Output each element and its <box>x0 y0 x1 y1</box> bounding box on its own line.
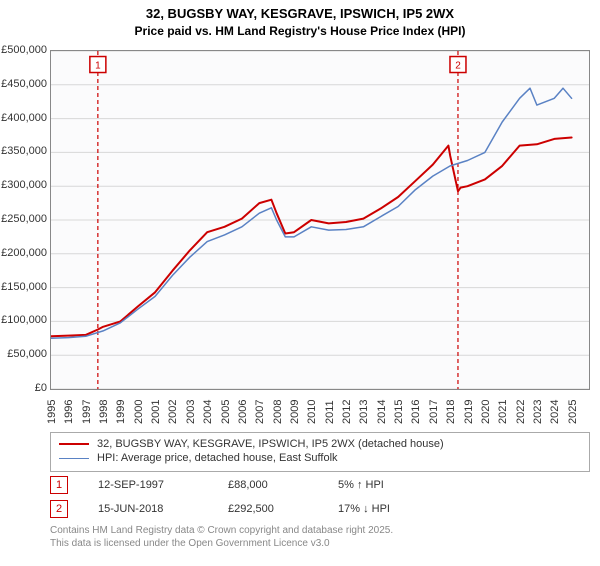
x-tick-label: 2004 <box>202 400 214 424</box>
y-tick-label: £0 <box>35 382 47 394</box>
y-tick-label: £500,000 <box>1 44 47 56</box>
x-tick-label: 2019 <box>463 400 475 424</box>
marker-row-1: 1 12-SEP-1997 £88,000 5% ↑ HPI <box>50 476 590 494</box>
y-tick-label: £100,000 <box>1 314 47 326</box>
x-tick-label: 2010 <box>306 400 318 424</box>
marker-pct-1: 5% ↑ HPI <box>338 479 438 491</box>
marker-table: 1 12-SEP-1997 £88,000 5% ↑ HPI 2 15-JUN-… <box>50 476 590 524</box>
svg-text:2: 2 <box>455 61 461 72</box>
x-tick-label: 1995 <box>46 400 58 424</box>
y-tick-label: £300,000 <box>1 179 47 191</box>
x-tick-label: 2014 <box>376 400 388 424</box>
x-tick-label: 2005 <box>220 400 232 424</box>
marker-pct-2: 17% ↓ HPI <box>338 503 438 515</box>
x-tick-label: 1998 <box>98 400 110 424</box>
marker-price-2: £292,500 <box>228 503 308 515</box>
x-tick-label: 2011 <box>324 400 336 424</box>
marker-price-1: £88,000 <box>228 479 308 491</box>
x-tick-label: 2008 <box>272 400 284 424</box>
x-tick-label: 1999 <box>115 400 127 424</box>
legend-label-hpi: HPI: Average price, detached house, East… <box>97 452 338 464</box>
marker-date-1: 12-SEP-1997 <box>98 479 198 491</box>
x-tick-label: 2025 <box>567 400 579 424</box>
x-tick-label: 2003 <box>185 400 197 424</box>
chart-container: 32, BUGSBY WAY, KESGRAVE, IPSWICH, IP5 2… <box>0 6 600 566</box>
x-tick-label: 2000 <box>133 400 145 424</box>
x-tick-label: 1997 <box>81 400 93 424</box>
x-tick-label: 2001 <box>150 400 162 424</box>
y-tick-label: £350,000 <box>1 145 47 157</box>
x-tick-label: 2006 <box>237 400 249 424</box>
legend: 32, BUGSBY WAY, KESGRAVE, IPSWICH, IP5 2… <box>50 432 590 472</box>
marker-date-2: 15-JUN-2018 <box>98 503 198 515</box>
legend-swatch-hpi <box>59 458 89 459</box>
x-tick-label: 2013 <box>358 400 370 424</box>
chart-title-line2: Price paid vs. HM Land Registry's House … <box>0 24 600 38</box>
x-tick-label: 2012 <box>341 400 353 424</box>
svg-text:1: 1 <box>95 61 101 72</box>
legend-swatch-property <box>59 443 89 445</box>
y-tick-label: £150,000 <box>1 281 47 293</box>
x-tick-label: 1996 <box>63 400 75 424</box>
y-tick-label: £200,000 <box>1 247 47 259</box>
x-tick-label: 2021 <box>497 400 509 424</box>
y-tick-label: £250,000 <box>1 213 47 225</box>
y-tick-label: £400,000 <box>1 112 47 124</box>
chart-title-line1: 32, BUGSBY WAY, KESGRAVE, IPSWICH, IP5 2… <box>0 6 600 23</box>
plot-area: 12 <box>50 50 590 390</box>
x-tick-label: 2015 <box>393 400 405 424</box>
marker-row-2: 2 15-JUN-2018 £292,500 17% ↓ HPI <box>50 500 590 518</box>
legend-item-hpi: HPI: Average price, detached house, East… <box>59 452 581 464</box>
x-tick-label: 2020 <box>480 400 492 424</box>
x-tick-label: 2007 <box>254 400 266 424</box>
x-tick-label: 2009 <box>289 400 301 424</box>
marker-badge-1: 1 <box>50 476 68 494</box>
footer: Contains HM Land Registry data © Crown c… <box>50 524 590 550</box>
x-tick-label: 2016 <box>410 400 422 424</box>
legend-label-property: 32, BUGSBY WAY, KESGRAVE, IPSWICH, IP5 2… <box>97 438 444 450</box>
x-tick-label: 2002 <box>167 400 179 424</box>
legend-item-property: 32, BUGSBY WAY, KESGRAVE, IPSWICH, IP5 2… <box>59 438 581 450</box>
marker-badge-2: 2 <box>50 500 68 518</box>
y-tick-label: £50,000 <box>7 348 47 360</box>
x-tick-label: 2022 <box>515 400 527 424</box>
y-tick-label: £450,000 <box>1 78 47 90</box>
x-tick-label: 2017 <box>428 400 440 424</box>
footer-line2: This data is licensed under the Open Gov… <box>50 537 590 550</box>
x-tick-label: 2018 <box>445 400 457 424</box>
x-tick-label: 2023 <box>532 400 544 424</box>
footer-line1: Contains HM Land Registry data © Crown c… <box>50 524 590 537</box>
x-tick-label: 2024 <box>549 400 561 424</box>
chart-svg: 12 <box>51 51 589 389</box>
